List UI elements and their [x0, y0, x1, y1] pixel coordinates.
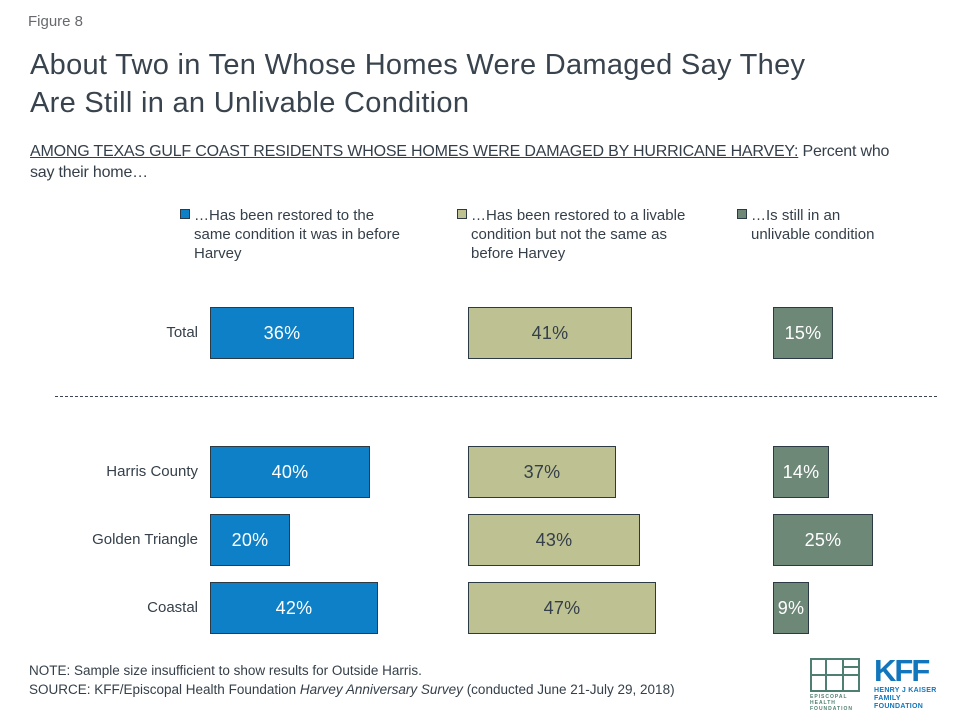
source-line: SOURCE: KFF/Episcopal Health Foundation … [29, 682, 675, 697]
bar-harris-county-series-1: 37% [468, 446, 616, 498]
note-line: NOTE: Sample size insufficient to show r… [29, 663, 422, 678]
bar-coastal-series-0: 42% [210, 582, 378, 634]
chart-legend: …Has been restored to the same condition… [0, 206, 960, 286]
bar-golden-triangle-series-1: 43% [468, 514, 640, 566]
figure-label: Figure 8 [28, 13, 84, 30]
legend-item-unlivable: …Is still in an unlivable condition [737, 206, 897, 244]
footnotes: NOTE: Sample size insufficient to show r… [29, 661, 819, 699]
episcopal-health-foundation-logo: EPISCOPAL HEALTH FOUNDATION [810, 658, 868, 712]
bar-coastal-series-1: 47% [468, 582, 656, 634]
legend-label: …Is still in an unlivable condition [751, 207, 875, 243]
title-line-1: About Two in Ten Whose Homes Were Damage… [30, 49, 806, 81]
title-line-2: Are Still in an Unlivable Condition [30, 87, 470, 119]
row-label-total: Total [166, 324, 198, 341]
legend-swatch-blue-icon [180, 209, 190, 219]
ehf-caption: EPISCOPAL HEALTH FOUNDATION [810, 694, 853, 712]
bar-row-total: Total 36% 41% 15% [0, 307, 960, 359]
chart-subtitle: AMONG TEXAS GULF COAST RESIDENTS WHOSE H… [30, 141, 910, 183]
footer-logos: EPISCOPAL HEALTH FOUNDATION KFF HENRY J … [810, 653, 950, 716]
legend-label: …Has been restored to a livable conditio… [471, 207, 686, 262]
ehf-mark-icon [810, 658, 860, 692]
kff-logo: KFF HENRY J KAISER FAMILY FOUNDATION [874, 653, 950, 711]
bar-row-coastal: Coastal 42% 47% 9% [0, 582, 960, 634]
subtitle-rest: Percent who say their home… [30, 143, 890, 181]
kff-caption: HENRY J KAISER FAMILY FOUNDATION [874, 687, 937, 710]
row-label-coastal: Coastal [147, 599, 198, 616]
bar-total-series-0: 36% [210, 307, 354, 359]
bar-total-series-1: 41% [468, 307, 632, 359]
kff-wordmark: KFF [874, 653, 930, 688]
legend-label: …Has been restored to the same condition… [194, 207, 400, 262]
dashed-divider-line [55, 396, 937, 397]
source-survey-name: Harvey Anniversary Survey [299, 682, 463, 697]
bar-row-harris-county: Harris County 40% 37% 14% [0, 446, 960, 498]
legend-item-restored-same: …Has been restored to the same condition… [180, 206, 410, 263]
bar-row-golden-triangle: Golden Triangle 20% 43% 25% [0, 514, 960, 566]
page-title: About Two in Ten Whose Homes Were Damage… [30, 46, 930, 122]
bar-harris-county-series-0: 40% [210, 446, 370, 498]
bar-golden-triangle-series-2: 25% [773, 514, 873, 566]
row-label-harris-county: Harris County [106, 463, 198, 480]
bar-coastal-series-2: 9% [773, 582, 809, 634]
bar-harris-county-series-2: 14% [773, 446, 829, 498]
bar-golden-triangle-series-0: 20% [210, 514, 290, 566]
row-label-golden-triangle: Golden Triangle [92, 531, 198, 548]
legend-item-restored-livable: …Has been restored to a livable conditio… [457, 206, 702, 263]
legend-swatch-gray-green-icon [737, 209, 747, 219]
subtitle-underlined: AMONG TEXAS GULF COAST RESIDENTS WHOSE H… [30, 143, 799, 160]
bar-total-series-2: 15% [773, 307, 833, 359]
legend-swatch-olive-icon [457, 209, 467, 219]
